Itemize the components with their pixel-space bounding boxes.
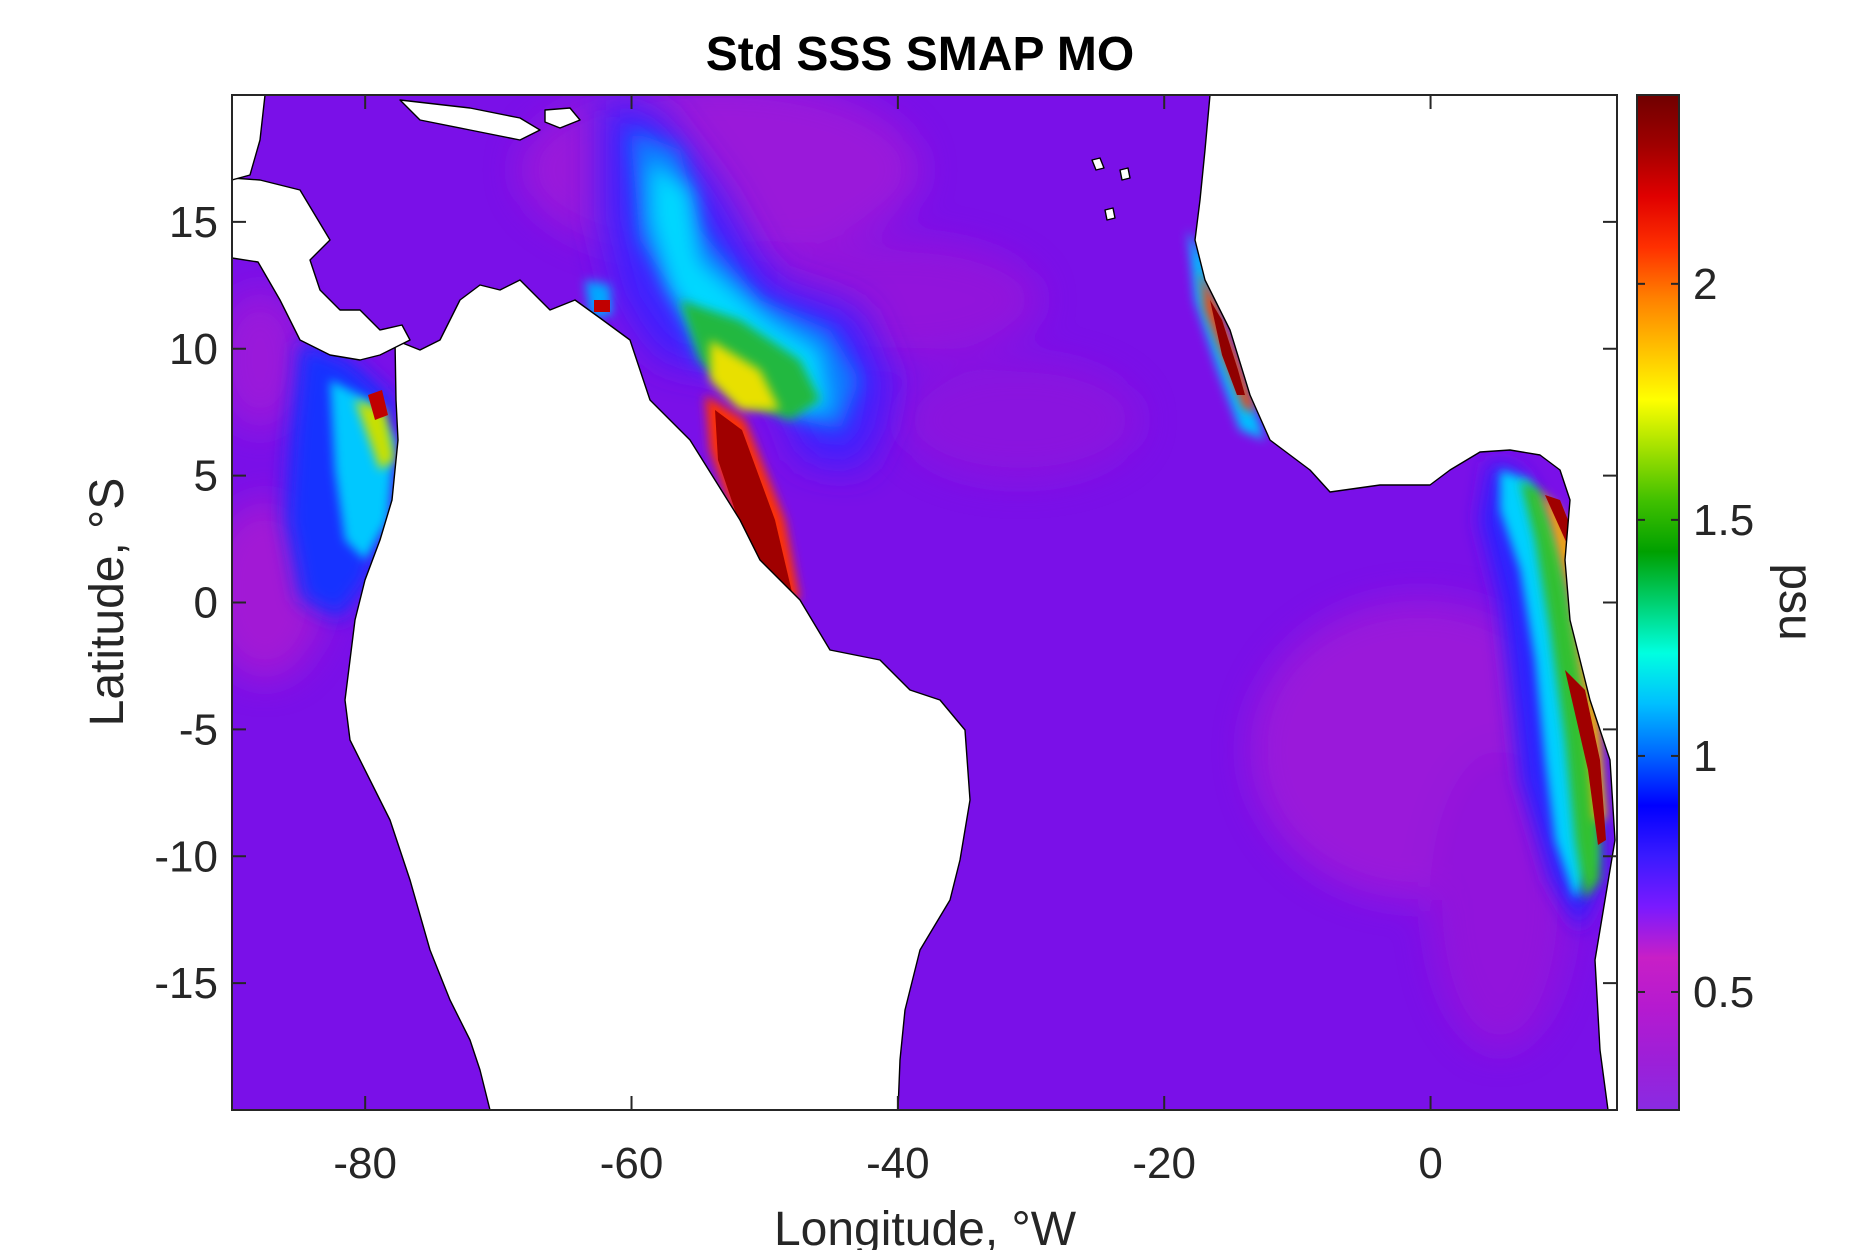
colorbar-tick-label: 0.5 [1693,968,1754,1017]
x-tick-label: -80 [333,1139,397,1188]
cape-verde-islands [1091,157,1131,221]
y-tick-label: 0 [194,579,218,628]
panama-bight-signal [285,340,395,620]
chart-title: Std SSS SMAP MO [706,28,1135,81]
low-variability-field [232,95,1590,1050]
y-tick-label: -10 [154,832,218,881]
north-america-land [232,95,266,181]
africa-land [1194,95,1617,1110]
y-tick-label: -5 [179,705,218,754]
y-tick-label: -15 [154,959,218,1008]
x-tick-label: -60 [600,1139,664,1188]
caribbean-coastal-signal [585,280,612,318]
x-axis-label: Longitude, °W [774,1203,1077,1250]
y-tick-label: 5 [194,452,218,501]
cuba-island [399,99,541,141]
colorbar-label: psu [1769,563,1822,640]
x-tick-label: -20 [1132,1139,1196,1188]
colorbar-ticks: 0.5 1 1.5 2 [1638,260,1754,1017]
colorbar-tick-label: 1.5 [1693,496,1754,545]
plot-frame [231,94,1618,1111]
y-tick-label: 15 [169,198,218,247]
south-america-land [344,279,971,1110]
hispaniola-island [544,107,581,129]
x-axis: -80 -60 -40 -20 0 [333,96,1443,1188]
map-plot-area [232,95,1617,1110]
y-axis-label: Latitude, °S [81,478,134,727]
y-tick-label: 10 [169,325,218,374]
colorbar-tick-label: 1 [1693,732,1717,781]
central-america-land [232,177,411,361]
x-tick-label: 0 [1418,1139,1442,1188]
y-axis: 15 10 5 0 -5 -10 -15 [154,198,1616,1008]
colorbar [1636,94,1680,1111]
congo-coastal-signal [1480,460,1606,930]
land-masses [232,95,1617,1110]
x-tick-label: -40 [866,1139,930,1188]
colorbar-tick-label: 2 [1693,260,1717,309]
amazon-plume [600,95,890,607]
